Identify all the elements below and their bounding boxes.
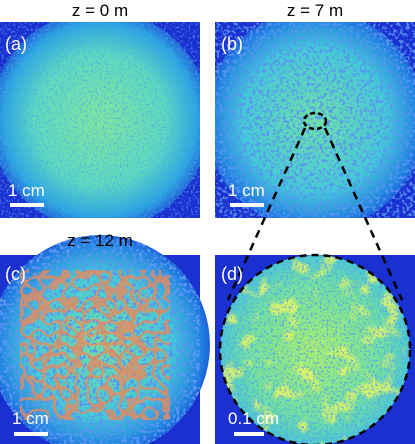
scale-bar-label: 1 cm	[228, 181, 265, 200]
panel-label: (a)	[5, 34, 27, 54]
panel-label: (d)	[221, 264, 243, 284]
scale-bar	[234, 432, 264, 436]
panel-title: z = 7 m	[287, 1, 343, 20]
scale-bar-label: 1 cm	[8, 181, 45, 200]
panel-b	[215, 22, 415, 218]
zoom-circle	[218, 253, 412, 444]
scale-bar-label: 0.1 cm	[228, 409, 279, 428]
zoom-line	[226, 127, 307, 301]
panel-title: z = 12 m	[67, 231, 133, 250]
scale-bar-label: 1 cm	[12, 409, 49, 428]
speckle	[0, 22, 200, 218]
zoom-region	[302, 111, 328, 131]
panel-d	[215, 253, 415, 444]
scale-bar	[230, 203, 264, 207]
panel-title: z = 0 m	[72, 1, 128, 20]
scale-bar	[10, 203, 44, 207]
zoom-line	[323, 127, 404, 301]
speckle	[220, 255, 410, 444]
scale-bar	[14, 432, 48, 436]
speckle	[215, 22, 415, 218]
panel-c	[0, 235, 210, 444]
panel-label: (b)	[221, 34, 243, 54]
panel-label: (c)	[5, 264, 26, 284]
filaments	[20, 270, 170, 420]
panel-a	[0, 22, 200, 218]
